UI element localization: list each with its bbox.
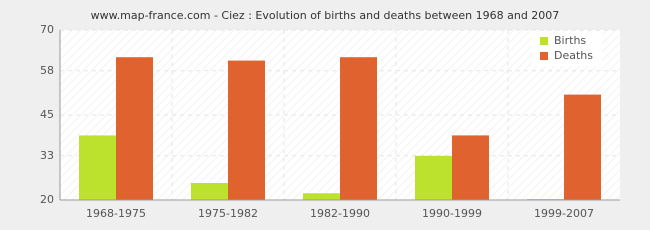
legend-swatch	[540, 37, 548, 45]
chart: www.map-france.com - Ciez : Evolution of…	[0, 0, 650, 230]
x-tick-label: 1968-1975	[86, 207, 146, 220]
x-tick-label: 1982-1990	[310, 207, 370, 220]
bar	[228, 60, 265, 200]
legend-swatch	[540, 52, 548, 60]
x-tick-label: 1975-1982	[198, 207, 258, 220]
y-tick-label: 45	[40, 108, 54, 121]
legend-label: Births	[554, 34, 586, 47]
y-tick-label: 58	[40, 64, 54, 77]
bar	[452, 135, 489, 200]
bar	[415, 155, 452, 200]
y-tick-label: 33	[40, 149, 54, 162]
bar	[191, 183, 228, 200]
x-tick-label: 1990-1999	[422, 207, 482, 220]
bar	[116, 57, 153, 201]
bar	[564, 94, 601, 200]
y-tick-label: 70	[40, 23, 54, 36]
bar	[303, 193, 340, 200]
x-tick-label: 1999-2007	[534, 207, 594, 220]
page: {"chart_data": {"type": "bar", "title": …	[0, 0, 650, 230]
bar	[79, 135, 116, 200]
legend-label: Deaths	[554, 49, 593, 62]
bar	[340, 57, 377, 201]
chart-title: www.map-france.com - Ciez : Evolution of…	[91, 9, 560, 22]
y-tick-label: 20	[40, 193, 54, 206]
